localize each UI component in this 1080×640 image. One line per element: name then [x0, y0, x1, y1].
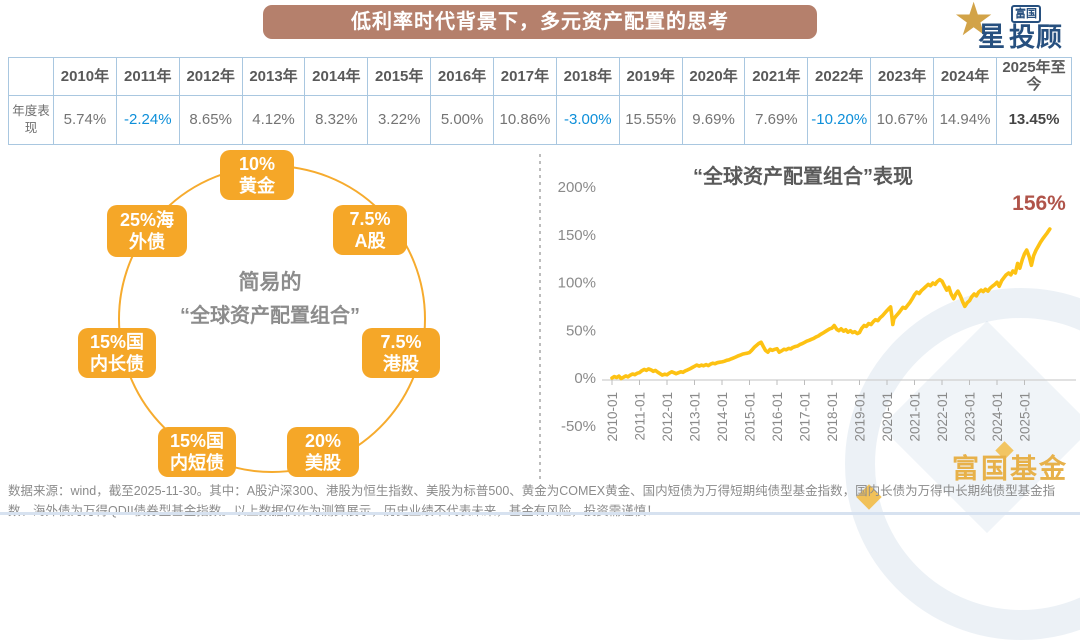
y-tick-label: 50%: [566, 322, 596, 339]
watermark-brand-text: 富国基金: [952, 454, 1068, 484]
logo-star-char: 星: [978, 22, 1005, 52]
performance-value-cell: 14.94%: [933, 94, 997, 145]
year-header-cell: 2015年: [367, 57, 432, 96]
chart-end-value-label: 156%: [1012, 192, 1066, 215]
allocation-box-us-stocks: 20% 美股: [287, 427, 359, 477]
allocation-box-overseas-bonds: 25%海 外债: [107, 205, 187, 257]
footer-disclaimer: 数据来源：wind，截至2025-11-30。其中：A股沪深300、港股为恒生指…: [8, 484, 1056, 518]
allocation-box-label: 美股: [305, 453, 341, 473]
x-tick-label: 2021-01: [908, 392, 923, 442]
x-tick-label: 2013-01: [688, 392, 703, 442]
x-tick-label: 2014-01: [715, 392, 730, 442]
year-header-cell: 2021年: [744, 57, 809, 96]
chart-title: “全球资产配置组合”表现: [693, 164, 913, 188]
allocation-box-hk-stocks: 7.5% 港股: [362, 328, 440, 378]
performance-value-cell: 15.55%: [618, 94, 683, 145]
x-tick-label: 2011-01: [633, 392, 648, 441]
allocation-box-label: 内短债: [170, 453, 224, 473]
performance-value-cell: -2.24%: [115, 94, 180, 145]
allocation-box-label: 7.5%: [380, 332, 422, 352]
x-tick-label: 2022-01: [935, 392, 950, 442]
allocation-box-domestic-long-bonds: 15%国 内长债: [78, 328, 156, 378]
x-tick-label: 2015-01: [743, 392, 758, 442]
x-tick-label: 2020-01: [880, 392, 895, 442]
allocation-center-line1: 简易的: [238, 271, 302, 294]
logo-brand-big: 投顾: [1009, 22, 1064, 52]
table-corner-cell: [8, 57, 54, 96]
allocation-center-line2: “全球资产配置组合”: [180, 305, 360, 327]
fullgoal-star-advisor-logo: ★ 星 富国 投顾: [953, 0, 1078, 56]
y-tick-label: -50%: [561, 418, 596, 435]
x-tick-label: 2012-01: [660, 392, 675, 442]
allocation-box-label: 15%国: [89, 332, 145, 352]
allocation-box-label: 7.5%: [349, 209, 391, 229]
x-tick-label: 2025-01: [1018, 392, 1033, 442]
allocation-box-label: A股: [354, 231, 386, 251]
performance-value-cell: 5.74%: [53, 94, 117, 145]
allocation-center-title: 简易的 “全球资产配置组合”: [150, 266, 390, 328]
allocation-box-gold: 10% 黄金: [220, 150, 294, 200]
x-tick-label: 2023-01: [963, 392, 978, 442]
allocation-box-label: 黄金: [239, 176, 275, 196]
year-header-cell: 2025年至今: [996, 57, 1072, 96]
performance-value-cell: 10.86%: [493, 94, 557, 145]
allocation-box-label: 港股: [383, 354, 419, 374]
bottom-edge-line: [0, 512, 1080, 515]
allocation-box-domestic-short-bonds: 15%国 内短债: [158, 427, 236, 477]
year-header-cell: 2013年: [241, 57, 306, 96]
x-tick-label: 2024-01: [990, 392, 1005, 442]
performance-value-cell: 8.65%: [178, 94, 243, 145]
performance-value-cell: 3.22%: [367, 94, 432, 145]
performance-value-cell: 5.00%: [430, 94, 495, 145]
year-header-cell: 2024年: [933, 57, 997, 96]
x-tick-label: 2010-01: [605, 392, 620, 442]
year-header-cell: 2020年: [681, 57, 746, 96]
performance-value-cell: -10.20%: [807, 94, 872, 145]
page-title: 低利率时代背景下，多元资产配置的思考: [351, 11, 729, 33]
year-header-cell: 2022年: [807, 57, 872, 96]
year-header-cell: 2014年: [304, 57, 369, 96]
x-tick-label: 2019-01: [853, 392, 868, 442]
allocation-box-label: 10%: [238, 154, 276, 174]
year-header-cell: 2017年: [493, 57, 557, 96]
allocation-box-label: 20%: [304, 431, 342, 451]
year-header-cell: 2011年: [115, 57, 180, 96]
performance-value-row: 年度表现 5.74% -2.24% 8.65% 4.12% 8.32% 3.22% 5.00…: [8, 94, 1072, 145]
y-tick-label: 200%: [558, 179, 596, 196]
allocation-box-label: 内长债: [90, 354, 144, 374]
title-banner: 低利率时代背景下，多元资产配置的思考: [263, 5, 817, 39]
performance-value-cell: 7.69%: [744, 94, 809, 145]
x-tick-label: 2016-01: [770, 392, 785, 442]
y-tick-label: 150%: [558, 227, 596, 244]
annual-performance-table: 2010年 2011年 2012年 2013年 2014年 2015年 2016年 2017年…: [8, 57, 1072, 145]
year-header-row: 2010年 2011年 2012年 2013年 2014年 2015年 2016年 2017年…: [8, 57, 1072, 96]
performance-value-cell: -3.00%: [555, 94, 620, 145]
allocation-box-label: 外债: [129, 232, 165, 252]
year-header-cell: 2019年: [618, 57, 683, 96]
series-line-global-portfolio: [610, 227, 1052, 381]
logo-brand-small: 富国: [1011, 5, 1041, 23]
star-icon: ★: [953, 0, 995, 45]
performance-value-cell: 13.45%: [996, 94, 1072, 145]
performance-value-cell: 4.12%: [241, 94, 306, 145]
row-label: 年度表现: [8, 94, 54, 145]
x-tick-label: 2017-01: [798, 392, 813, 442]
performance-value-cell: 9.69%: [681, 94, 746, 145]
year-header-cell: 2023年: [870, 57, 935, 96]
x-tick-label: 2018-01: [825, 392, 840, 442]
allocation-box-label: 15%国: [169, 431, 225, 451]
year-header-cell: 2010年: [53, 57, 117, 96]
performance-value-cell: 8.32%: [304, 94, 369, 145]
allocation-box-label: 25%海: [119, 210, 175, 230]
allocation-box-a-shares: 7.5% A股: [333, 205, 407, 255]
global-portfolio-performance-chart: 200% 150% 100% 50% 0% -50% 2010-01 2011-01 2012-…: [539, 154, 1076, 482]
year-header-cell: 2016年: [430, 57, 495, 96]
year-header-cell: 2018年: [555, 57, 620, 96]
performance-value-cell: 10.67%: [870, 94, 935, 145]
y-tick-label: 0%: [574, 370, 596, 387]
y-tick-label: 100%: [558, 275, 596, 292]
year-header-cell: 2012年: [178, 57, 243, 96]
